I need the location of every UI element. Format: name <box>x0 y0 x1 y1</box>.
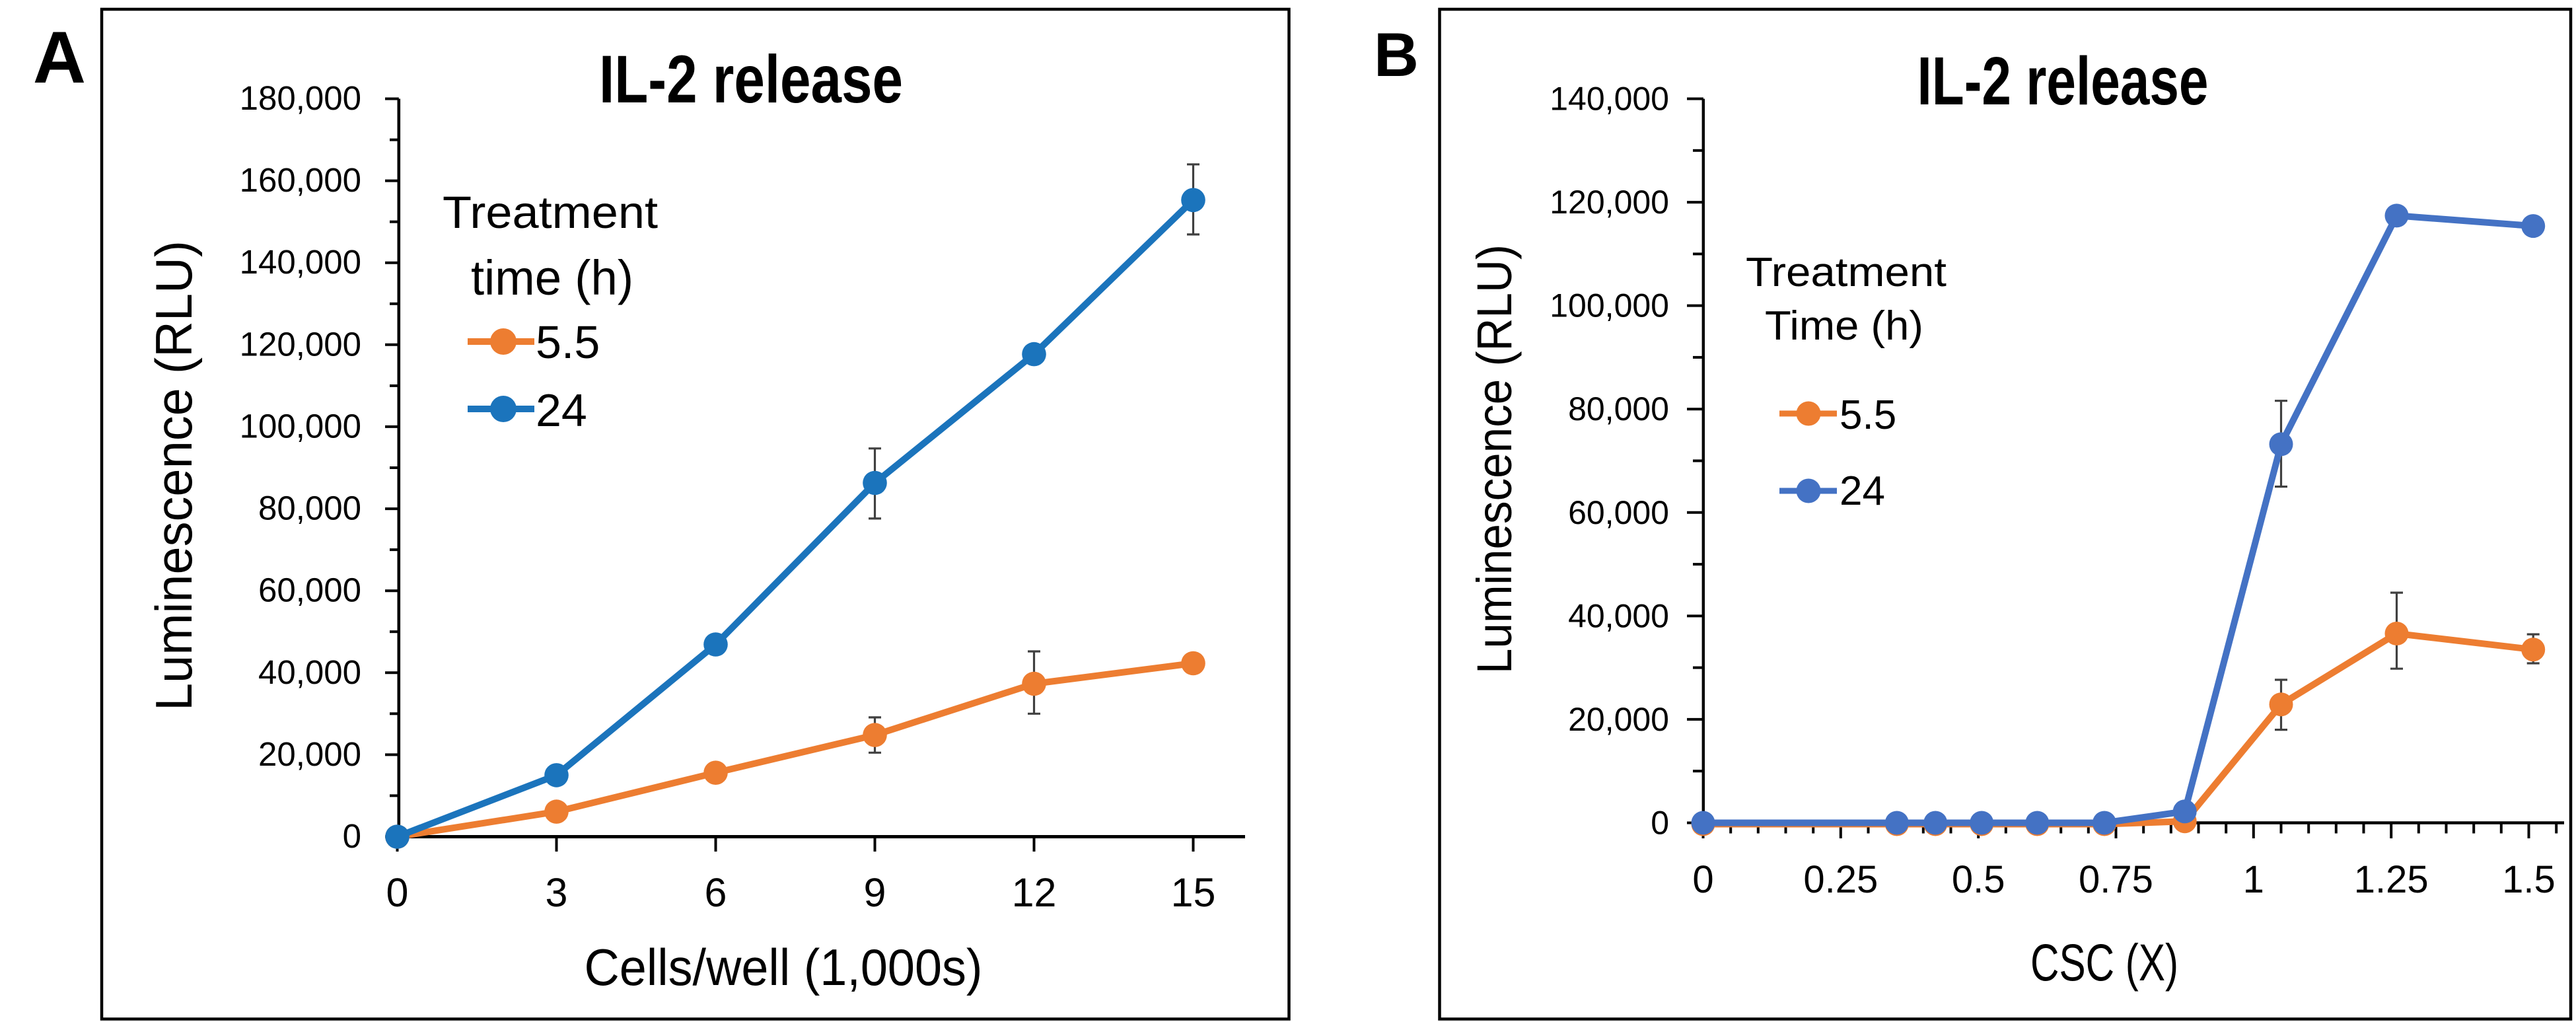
svg-text:20,000: 20,000 <box>258 735 361 773</box>
svg-text:60,000: 60,000 <box>1568 494 1669 531</box>
svg-text:40,000: 40,000 <box>258 653 361 691</box>
svg-text:24: 24 <box>1840 468 1885 514</box>
svg-text:5.5: 5.5 <box>1840 392 1896 438</box>
svg-text:Treatment: Treatment <box>1746 250 1947 295</box>
svg-text:3: 3 <box>546 870 568 915</box>
svg-text:IL-2 release: IL-2 release <box>599 42 903 117</box>
svg-text:Luminescence (RLU): Luminescence (RLU) <box>1467 244 1522 674</box>
svg-text:A: A <box>33 17 86 98</box>
svg-text:100,000: 100,000 <box>240 407 361 445</box>
svg-text:1.5: 1.5 <box>2502 858 2556 901</box>
svg-text:12: 12 <box>1012 870 1057 915</box>
svg-text:0: 0 <box>386 870 409 915</box>
svg-text:80,000: 80,000 <box>1568 390 1669 427</box>
svg-text:0: 0 <box>1651 805 1669 842</box>
svg-text:0.25: 0.25 <box>1803 858 1878 901</box>
svg-text:0: 0 <box>1692 858 1713 901</box>
svg-text:80,000: 80,000 <box>258 490 361 527</box>
svg-text:140,000: 140,000 <box>1550 81 1669 118</box>
svg-text:Cells/well (1,000s): Cells/well (1,000s) <box>585 938 983 996</box>
svg-text:120,000: 120,000 <box>240 325 361 363</box>
svg-text:9: 9 <box>864 870 886 915</box>
svg-text:60,000: 60,000 <box>258 571 361 609</box>
svg-text:B: B <box>1374 20 1419 89</box>
svg-text:24: 24 <box>536 384 587 436</box>
svg-text:120,000: 120,000 <box>1550 184 1669 221</box>
svg-text:100,000: 100,000 <box>1550 287 1669 324</box>
svg-text:Treatment: Treatment <box>443 187 658 238</box>
svg-text:15: 15 <box>1171 870 1216 915</box>
svg-text:5.5: 5.5 <box>536 316 600 368</box>
svg-text:time (h): time (h) <box>471 250 633 305</box>
svg-text:6: 6 <box>705 870 727 915</box>
svg-text:160,000: 160,000 <box>240 161 361 199</box>
svg-text:180,000: 180,000 <box>240 79 361 117</box>
svg-text:0.5: 0.5 <box>1952 858 2005 901</box>
svg-text:1: 1 <box>2243 858 2264 901</box>
svg-text:Luminescence (RLU): Luminescence (RLU) <box>145 240 203 711</box>
svg-text:140,000: 140,000 <box>240 243 361 281</box>
svg-text:1.25: 1.25 <box>2354 858 2429 901</box>
svg-text:IL-2 release: IL-2 release <box>1917 43 2209 119</box>
svg-text:40,000: 40,000 <box>1568 597 1669 634</box>
svg-text:0.75: 0.75 <box>2079 858 2153 901</box>
svg-text:20,000: 20,000 <box>1568 701 1669 738</box>
svg-text:0: 0 <box>343 817 361 855</box>
svg-text:CSC (X): CSC (X) <box>2030 933 2178 992</box>
svg-text:Time (h): Time (h) <box>1765 303 1923 349</box>
